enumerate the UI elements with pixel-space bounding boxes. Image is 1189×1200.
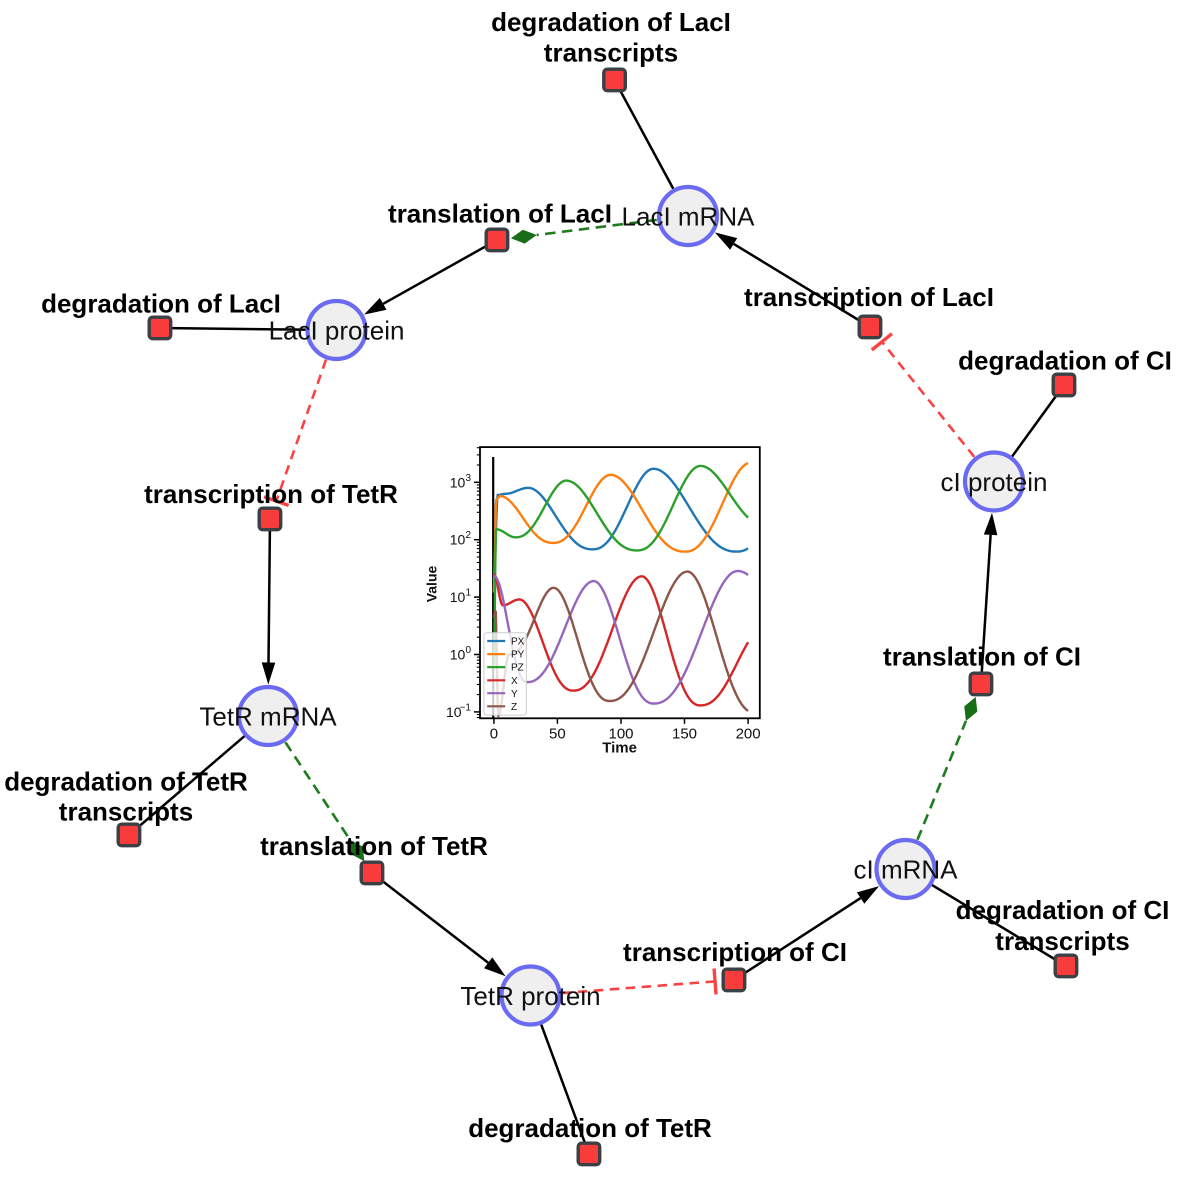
- svg-text:transcripts: transcripts: [995, 926, 1129, 956]
- svg-text:cI protein: cI protein: [941, 467, 1048, 497]
- svg-text:transcripts: transcripts: [544, 37, 678, 67]
- svg-text:3: 3: [465, 473, 471, 484]
- svg-text:1: 1: [465, 588, 471, 599]
- svg-text:2: 2: [465, 530, 471, 541]
- svg-text:200: 200: [736, 726, 761, 743]
- svg-text:0: 0: [465, 645, 471, 656]
- svg-text:10: 10: [450, 647, 466, 663]
- svg-text:translation of LacI: translation of LacI: [388, 199, 612, 229]
- svg-text:Z: Z: [511, 702, 517, 713]
- svg-text:degradation of LacI: degradation of LacI: [41, 289, 281, 319]
- svg-text:transcripts: transcripts: [59, 797, 193, 827]
- svg-text:100: 100: [608, 726, 633, 743]
- svg-text:10: 10: [450, 589, 466, 605]
- svg-text:PZ: PZ: [511, 663, 524, 674]
- svg-text:Time: Time: [602, 740, 637, 757]
- svg-text:degradation of CI: degradation of CI: [956, 895, 1170, 925]
- svg-text:cI mRNA: cI mRNA: [854, 854, 959, 884]
- svg-text:0: 0: [490, 726, 498, 743]
- svg-text:translation of TetR: translation of TetR: [260, 831, 488, 861]
- svg-text:degradation of TetR: degradation of TetR: [4, 767, 248, 797]
- svg-text:10: 10: [450, 532, 466, 548]
- svg-text:10: 10: [446, 704, 462, 720]
- svg-text:LacI protein: LacI protein: [269, 315, 405, 345]
- svg-text:TetR mRNA: TetR mRNA: [199, 701, 337, 731]
- svg-text:10: 10: [450, 474, 466, 490]
- svg-text:−1: −1: [460, 702, 472, 713]
- svg-text:TetR protein: TetR protein: [460, 981, 600, 1011]
- svg-text:150: 150: [672, 726, 697, 743]
- svg-text:PX: PX: [511, 637, 525, 648]
- svg-text:transcription of CI: transcription of CI: [623, 937, 847, 967]
- svg-text:50: 50: [549, 726, 566, 743]
- svg-text:degradation of LacI: degradation of LacI: [491, 7, 731, 37]
- svg-text:translation of CI: translation of CI: [883, 642, 1081, 672]
- svg-text:degradation of CI: degradation of CI: [958, 346, 1172, 376]
- svg-text:X: X: [511, 676, 518, 687]
- svg-text:transcription of TetR: transcription of TetR: [144, 479, 398, 509]
- svg-text:PY: PY: [511, 650, 525, 661]
- svg-text:transcription of LacI: transcription of LacI: [744, 282, 994, 312]
- svg-text:LacI mRNA: LacI mRNA: [622, 201, 756, 231]
- svg-text:degradation of TetR: degradation of TetR: [468, 1113, 712, 1143]
- svg-text:Value: Value: [424, 566, 440, 603]
- svg-text:Y: Y: [511, 689, 518, 700]
